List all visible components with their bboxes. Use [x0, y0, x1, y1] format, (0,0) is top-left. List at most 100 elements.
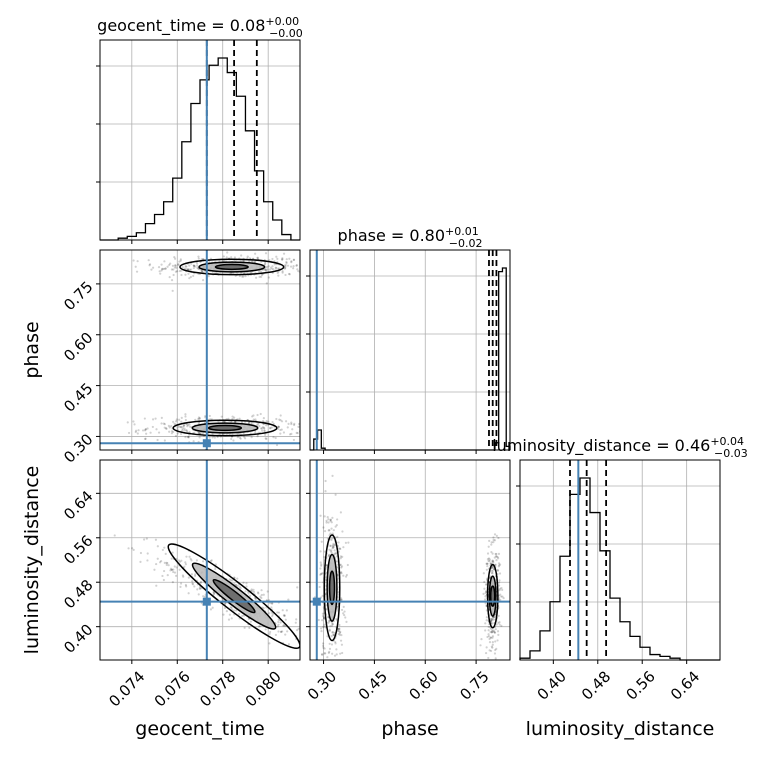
sample-point	[282, 431, 286, 434]
sample-point	[498, 589, 501, 592]
title-sup: +0.04	[710, 435, 744, 448]
sample-point	[238, 274, 241, 278]
sample-point	[261, 426, 264, 429]
sample-point	[329, 544, 332, 547]
sample-point	[171, 289, 174, 292]
sample-point	[274, 436, 277, 440]
sample-point	[325, 564, 328, 567]
sample-point	[181, 574, 185, 577]
sample-point	[216, 435, 219, 439]
sample-point	[208, 436, 211, 439]
sample-point	[160, 263, 163, 266]
sample-point	[340, 572, 343, 575]
sample-point	[331, 532, 334, 535]
sample-point	[231, 579, 234, 582]
sample-point	[499, 598, 502, 602]
sample-point	[487, 559, 490, 562]
sample-point	[157, 265, 161, 269]
sample-point	[487, 557, 491, 560]
sample-point	[252, 418, 255, 421]
sample-point	[192, 266, 195, 270]
sample-point	[491, 643, 494, 646]
density-contour-0-2	[212, 578, 256, 614]
sample-point	[338, 547, 341, 550]
sample-point	[260, 273, 264, 277]
truth-marker	[202, 597, 211, 606]
sample-point	[332, 544, 335, 547]
sample-point	[172, 420, 175, 424]
sample-point	[220, 415, 223, 418]
sample-point	[483, 598, 487, 601]
y-axis-label-luminosity_distance: luminosity_distance	[21, 466, 43, 655]
sample-point	[491, 635, 495, 638]
sample-point	[318, 426, 320, 428]
sample-point	[201, 560, 205, 563]
sample-point	[184, 583, 187, 587]
sample-point	[483, 587, 486, 590]
sample-point	[254, 252, 257, 255]
sample-point	[252, 590, 256, 594]
sample-point	[322, 526, 325, 529]
sample-point	[502, 596, 505, 600]
sample-point	[265, 424, 268, 427]
sample-point	[340, 570, 343, 574]
sample-point	[113, 534, 116, 537]
sample-point	[290, 432, 293, 435]
sample-point	[183, 267, 186, 270]
sample-point	[127, 547, 130, 550]
sample-point	[329, 550, 332, 553]
sample-point	[329, 660, 331, 662]
sample-point	[489, 636, 492, 639]
sample-point	[165, 563, 168, 567]
x-axis-label-luminosity_distance: luminosity_distance	[526, 718, 715, 740]
sample-point	[277, 620, 280, 624]
sample-point	[491, 629, 494, 632]
sample-point	[284, 618, 287, 621]
panel-body	[310, 460, 510, 662]
sample-point	[256, 435, 259, 438]
sample-point	[183, 565, 186, 568]
sample-point	[174, 264, 177, 267]
sample-point	[284, 266, 287, 269]
sample-point	[330, 527, 333, 530]
sample-point	[296, 629, 299, 632]
sample-point	[228, 613, 231, 616]
x-tick-label: 0.074	[105, 667, 148, 710]
sample-point	[485, 562, 488, 565]
sample-point	[335, 551, 338, 554]
sample-point	[193, 264, 196, 268]
sample-point	[189, 557, 192, 560]
sample-point	[277, 623, 280, 626]
sample-point	[484, 651, 488, 655]
sample-point	[328, 642, 331, 645]
sample-point	[258, 625, 262, 628]
sample-point	[166, 574, 169, 577]
sample-point	[283, 614, 286, 617]
sample-point	[263, 430, 266, 433]
sample-point	[318, 585, 321, 589]
sample-point	[332, 546, 335, 549]
sample-point	[170, 425, 173, 428]
sample-point	[490, 566, 494, 570]
sample-point	[492, 561, 495, 564]
sample-point	[336, 573, 340, 576]
sample-point	[497, 536, 500, 540]
x-tick-label: 0.60	[406, 667, 442, 703]
sample-point	[258, 424, 261, 428]
y-tick-label: 0.56	[60, 532, 96, 568]
sample-point	[342, 574, 345, 577]
sample-point	[133, 423, 136, 426]
sample-point	[296, 431, 299, 435]
sample-point	[330, 643, 334, 646]
sample-point	[191, 583, 195, 586]
sample-point	[264, 437, 267, 440]
sample-point	[265, 282, 268, 285]
sample-point	[244, 590, 247, 593]
sample-point	[190, 262, 193, 265]
sample-point	[198, 417, 201, 420]
sample-point	[274, 266, 277, 269]
sample-point	[239, 587, 242, 590]
sample-point	[493, 631, 497, 634]
sample-point	[260, 596, 263, 600]
